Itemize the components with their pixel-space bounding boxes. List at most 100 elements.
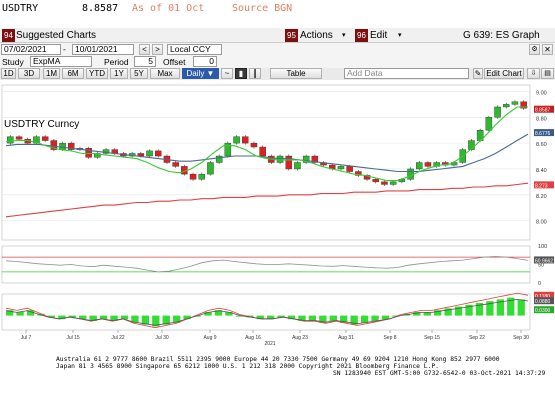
- pricing-source[interactable]: Source BGN: [232, 3, 293, 14]
- candle: [381, 181, 388, 185]
- price-pane-frame: [1, 84, 531, 241]
- currency-select[interactable]: Local CCY: [167, 44, 222, 55]
- start-date-field[interactable]: 07/02/2021: [1, 44, 61, 55]
- macd-hist-bar: [99, 315, 108, 320]
- macd-hist-bar: [413, 312, 421, 316]
- suggested-charts-menu[interactable]: Suggested Charts: [16, 30, 97, 41]
- candle: [468, 140, 475, 150]
- range-button-ytd[interactable]: YTD: [86, 68, 108, 79]
- next-period-button[interactable]: >: [152, 44, 163, 55]
- footer-phones-2: Japan 81 3 4565 8900 Singapore 65 6212 1…: [56, 363, 439, 370]
- macd-hist-bar: [434, 310, 442, 316]
- prev-period-button[interactable]: <: [139, 44, 150, 55]
- macd-hist-bar: [131, 315, 139, 323]
- settings-icon[interactable]: ⚙: [529, 44, 540, 55]
- y-tick-label: 8.20: [536, 194, 547, 200]
- period-field[interactable]: 5: [134, 56, 156, 67]
- range-button-1d[interactable]: 1D: [1, 68, 16, 79]
- macd-hist-bar: [141, 315, 150, 325]
- candle: [146, 150, 153, 157]
- range-button-3d[interactable]: 3D: [18, 68, 40, 79]
- value-label: 8.273: [535, 183, 548, 189]
- candle: [503, 104, 510, 108]
- edit-menu[interactable]: Edit: [370, 30, 388, 41]
- macd-hist-bar: [225, 312, 233, 316]
- candle-chart-icon[interactable]: ▮: [235, 68, 247, 79]
- macd-hist-bar: [235, 315, 243, 317]
- price-pane: 8.00 8.20 8.40 8.60 8.80 9.00 8.8587 8.6776 8.27…: [1, 84, 554, 241]
- security-header: USDTRY 8.8587 As of 01 Oct Source BGN: [0, 0, 555, 21]
- range-button-max[interactable]: Max: [150, 68, 180, 79]
- macd-hist-bar: [381, 315, 390, 320]
- candle: [155, 150, 162, 157]
- frequency-select[interactable]: Daily ▼: [182, 68, 219, 79]
- y-tick-label: 8.60: [536, 142, 547, 148]
- edit-chart-button[interactable]: Edit Chart: [484, 68, 524, 79]
- macd-hist-bar: [454, 306, 463, 316]
- macd-value-box: [534, 297, 554, 305]
- chart-title: USDTRY Curncy: [4, 119, 79, 130]
- table-button[interactable]: Table: [270, 68, 322, 79]
- chevron-down-icon[interactable]: ▾: [398, 32, 402, 39]
- study-select[interactable]: ExpMA: [30, 56, 92, 67]
- candle: [68, 142, 75, 150]
- x-tick-label: Jul 7: [21, 335, 32, 341]
- range-button-1y[interactable]: 1Y: [110, 68, 128, 79]
- study-label: Study: [2, 57, 24, 67]
- edit-icon[interactable]: ✎: [473, 68, 483, 79]
- actions-menu[interactable]: Actions: [300, 30, 333, 41]
- print-icon[interactable]: ▤: [541, 68, 554, 79]
- range-button-5y[interactable]: 5Y: [130, 68, 148, 79]
- y-tick-label: 8.00: [536, 220, 547, 226]
- x-tick-label: Sep 22: [469, 335, 485, 341]
- period-label: Period: [104, 57, 129, 67]
- candle: [355, 171, 362, 176]
- ema-short-line: [5, 106, 528, 182]
- actions-number: 95: [285, 29, 298, 42]
- x-tick-label: Sep 15: [424, 335, 440, 341]
- line-chart-icon[interactable]: ~: [221, 68, 233, 79]
- x-tick-label: Sep 30: [513, 335, 529, 341]
- macd-hist-bar: [162, 315, 170, 325]
- offset-field[interactable]: 0: [193, 56, 217, 67]
- macd-hist-bar: [183, 315, 191, 320]
- x-year-label: 2021: [264, 341, 275, 347]
- x-tick-label: Jul 15: [66, 335, 80, 341]
- y-tick-label: 9.00: [536, 90, 547, 96]
- candle: [50, 140, 58, 150]
- candle: [337, 166, 345, 170]
- range-button-1m[interactable]: 1M: [43, 68, 60, 79]
- candle: [189, 173, 197, 180]
- range-button-6m[interactable]: 6M: [62, 68, 84, 79]
- macd-hist-bar: [47, 315, 56, 318]
- close-icon[interactable]: ✕: [542, 44, 553, 55]
- export-icon[interactable]: ⇩: [527, 68, 540, 79]
- last-price: 8.8587: [82, 3, 119, 14]
- study-bar: Study ExpMA Period 5 Offset 0: [0, 56, 555, 68]
- candle: [250, 142, 258, 148]
- macd-hist-bar: [319, 315, 327, 323]
- macd-hist-bar: [423, 312, 431, 316]
- bar-chart-icon[interactable]: ┃: [249, 68, 261, 79]
- macd-hist-bar: [204, 312, 212, 316]
- candle: [41, 136, 49, 141]
- candle: [224, 142, 232, 157]
- macd-hist-bar: [298, 315, 306, 321]
- x-tick-label: Aug 23: [292, 335, 308, 341]
- macd-frame: [1, 293, 531, 331]
- rsi-tick-label: 0: [538, 281, 541, 287]
- price-chart[interactable]: 8.00 8.20 8.40 8.60 8.80 9.00 8.8587 8.6776 8.27…: [0, 80, 555, 380]
- rsi-line: [5, 255, 529, 273]
- candle: [346, 166, 353, 172]
- candle: [311, 155, 319, 163]
- candle: [59, 142, 66, 150]
- ema-long-line: [5, 182, 529, 218]
- end-date-field[interactable]: 10/01/2021: [72, 44, 134, 55]
- macd-hist-bar: [360, 315, 369, 323]
- chevron-down-icon[interactable]: ▾: [342, 32, 346, 39]
- footer-session: SN 1283940 EST GMT-5:00 G732-6542-0 03-O…: [333, 370, 546, 377]
- add-data-field[interactable]: Add Data: [344, 68, 469, 79]
- candle: [233, 136, 240, 144]
- footer: Australia 61 2 9777 8600 Brazil 5511 239…: [0, 356, 555, 400]
